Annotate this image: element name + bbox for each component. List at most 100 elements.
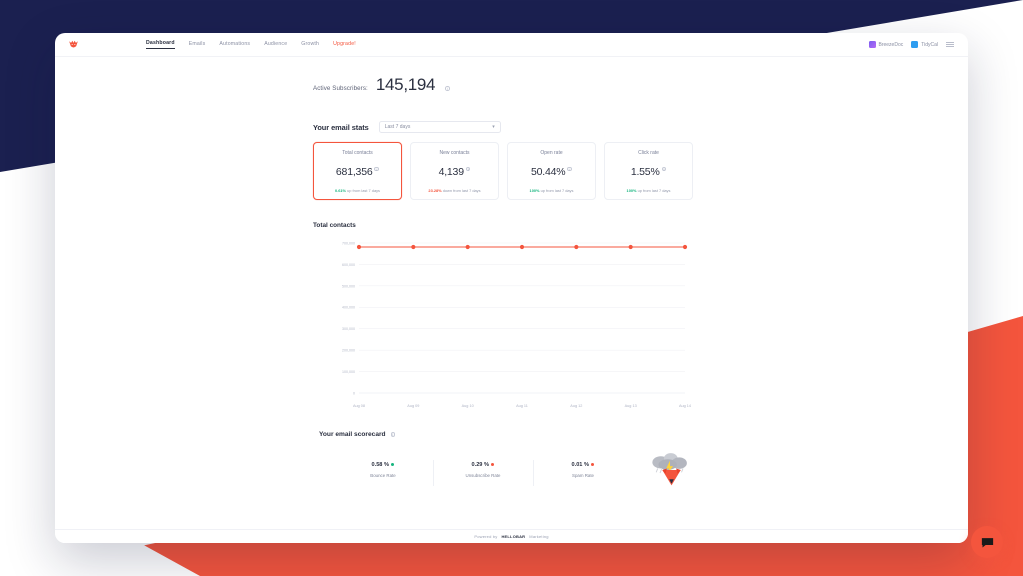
- stat-cards: Total contacts 681,356 i 0.61% up from la…: [313, 142, 693, 200]
- nav-item-upgrade[interactable]: Upgrade!: [333, 40, 356, 47]
- storm-cloud-mascot-icon: [647, 450, 693, 490]
- stat-card-delta: 100% up from last 7 days: [530, 188, 574, 193]
- email-stats-title: Your email stats: [313, 122, 369, 132]
- scorecard-metric-label: Bounce Rate: [370, 473, 396, 478]
- svg-text:300,000: 300,000: [342, 327, 355, 331]
- hellobar-logo-icon[interactable]: [67, 38, 80, 51]
- stat-card-value: 50.44% i: [531, 166, 572, 178]
- chart-data-point[interactable]: [519, 244, 525, 250]
- scorecard-metric-spam-rate: 0.01 % Spam Rate: [533, 460, 633, 486]
- svg-text:Aug 11: Aug 11: [516, 404, 528, 408]
- chart-data-point[interactable]: [574, 244, 579, 250]
- chart-data-point[interactable]: [356, 244, 362, 250]
- stat-card-value-text: 4,139: [438, 166, 464, 178]
- nav-right-cluster: BreezeDoc TidyCal: [868, 41, 959, 48]
- active-subscribers-value: 145,194: [375, 75, 436, 94]
- svg-text:600,000: 600,000: [342, 263, 355, 267]
- stat-card-delta-text: up from last 7 days: [540, 188, 574, 193]
- svg-text:400,000: 400,000: [342, 306, 355, 310]
- date-range-select[interactable]: Last 7 days ▾: [378, 121, 501, 133]
- chart-title: Total contacts: [313, 222, 356, 229]
- scorecard-metric-bounce-rate: 0.58 % Bounce Rate: [333, 462, 433, 478]
- status-dot-green-icon: [391, 463, 395, 467]
- status-dot-red-icon: [591, 463, 595, 467]
- stat-card-value-text: 50.44%: [530, 166, 566, 178]
- footer-suffix: Marketing: [529, 534, 549, 539]
- main-nav-links: Dashboard Emails Automations Audience Gr…: [146, 40, 356, 49]
- stat-card-delta-text: up from last 7 days: [637, 188, 671, 193]
- nav-item-automations[interactable]: Automations: [219, 40, 251, 47]
- stat-card-delta: 23.28% down from last 7 days: [428, 188, 480, 193]
- tidycal-icon: [911, 41, 919, 48]
- total-contacts-chart[interactable]: 700,000 600,000 500,000 400,000 300,000 200,0…: [313, 235, 693, 417]
- hamburger-menu-icon[interactable]: [946, 41, 954, 48]
- stat-card-delta-value: 23.28%: [428, 188, 442, 193]
- active-subscribers-hero: Active Subscribers: 145,194 i: [313, 75, 693, 95]
- scorecard-metric-value: 0.58 %: [333, 462, 433, 468]
- footer: Powered by HELLOBAR Marketing: [55, 529, 968, 543]
- stat-card-delta-value: 100%: [529, 188, 540, 193]
- content-column: Active Subscribers: 145,194 i Your email…: [313, 75, 693, 490]
- stat-card-title: New contacts: [439, 150, 470, 156]
- breezedoc-icon: [868, 41, 876, 48]
- svg-text:Aug 10: Aug 10: [462, 404, 474, 408]
- nav-item-growth[interactable]: Growth: [301, 40, 320, 47]
- top-navigation-bar: Dashboard Emails Automations Audience Gr…: [55, 33, 968, 57]
- stat-card-click-rate[interactable]: Click rate 1.55% i 100% up from last 7 da…: [604, 142, 693, 200]
- email-scorecard-title: Your email scorecard: [319, 431, 386, 438]
- app-link-breezedoc-label: BreezeDoc: [878, 41, 904, 48]
- stat-card-delta-text: up from last 7 days: [347, 188, 380, 193]
- status-dot-red-icon: [491, 463, 495, 467]
- footer-prefix: Powered by: [474, 534, 498, 539]
- app-link-breezedoc[interactable]: BreezeDoc: [868, 41, 904, 48]
- svg-text:100,000: 100,000: [342, 370, 355, 374]
- scorecard-metric-label: Unsubscribe Rate: [465, 473, 501, 478]
- stat-card-title: Open rate: [540, 150, 563, 156]
- stat-card-delta-text: down from last 7 days: [442, 188, 481, 193]
- stat-card-total-contacts[interactable]: Total contacts 681,356 i 0.61% up from la…: [313, 142, 402, 200]
- stat-card-delta: 0.61% up from last 7 days: [335, 188, 380, 193]
- stat-card-delta: 100% up from last 7 days: [627, 188, 671, 193]
- info-icon[interactable]: i: [390, 432, 396, 438]
- svg-text:Aug 14: Aug 14: [679, 404, 691, 408]
- app-link-tidycal[interactable]: TidyCal: [911, 41, 938, 48]
- page-body: Active Subscribers: 145,194 i Your email…: [55, 57, 968, 490]
- stat-card-open-rate[interactable]: Open rate 50.44% i 100% up from last 7 da…: [507, 142, 596, 200]
- info-icon[interactable]: i: [567, 166, 572, 171]
- scorecard-metric-unsubscribe-rate: 0.29 % Unsubscribe Rate: [433, 460, 533, 486]
- active-subscribers-label: Active Subscribers:: [313, 85, 368, 92]
- footer-brand[interactable]: HELLOBAR: [501, 534, 526, 539]
- info-icon[interactable]: i: [374, 166, 380, 171]
- scorecard-value-text: 0.01 %: [571, 462, 589, 468]
- stat-card-value: 1.55% i: [630, 166, 667, 178]
- chart-data-point[interactable]: [682, 244, 688, 250]
- stat-card-value: 4,139 i: [439, 166, 471, 178]
- nav-item-emails[interactable]: Emails: [188, 40, 206, 47]
- email-scorecard-header: Your email scorecard i: [319, 431, 693, 438]
- stat-card-value-text: 1.55%: [630, 166, 660, 178]
- svg-text:Aug 08: Aug 08: [353, 404, 365, 408]
- stat-card-new-contacts[interactable]: New contacts 4,139 i 23.28% down from las…: [410, 142, 499, 200]
- scorecard-metrics: 0.58 % Bounce Rate 0.29 % Unsubscribe Ra…: [333, 450, 693, 490]
- svg-text:700,000: 700,000: [342, 241, 355, 245]
- chart-data-point[interactable]: [628, 244, 633, 250]
- info-icon[interactable]: i: [445, 86, 450, 91]
- info-icon[interactable]: i: [465, 166, 471, 171]
- nav-item-audience[interactable]: Audience: [264, 40, 288, 47]
- chart-data-point[interactable]: [465, 244, 470, 250]
- chat-bubble-icon[interactable]: [971, 526, 1003, 558]
- chart-data-point[interactable]: [411, 244, 416, 250]
- info-icon[interactable]: i: [661, 166, 667, 171]
- svg-text:Aug 12: Aug 12: [570, 404, 582, 408]
- chart-canvas: 700,000 600,000 500,000 400,000 300,000 200,0…: [342, 241, 691, 408]
- stat-card-title: Click rate: [638, 150, 659, 156]
- scorecard-metric-label: Spam Rate: [572, 473, 594, 478]
- stat-card-value: 681,356 i: [336, 166, 380, 178]
- scorecard-metric-value: 0.01 %: [533, 462, 633, 468]
- stat-card-title: Total contacts: [342, 150, 373, 156]
- email-stats-header: Your email stats Last 7 days ▾: [313, 121, 693, 133]
- svg-text:Aug 13: Aug 13: [625, 404, 637, 408]
- nav-item-dashboard[interactable]: Dashboard: [146, 40, 175, 49]
- chevron-down-icon: ▾: [492, 124, 495, 130]
- browser-window: Dashboard Emails Automations Audience Gr…: [55, 33, 968, 543]
